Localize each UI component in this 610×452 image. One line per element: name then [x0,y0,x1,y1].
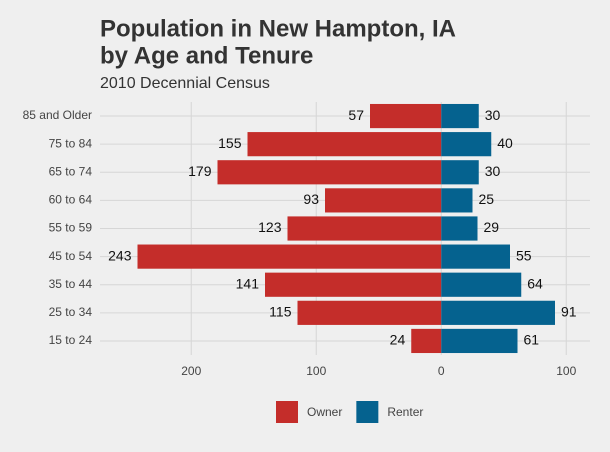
chart-title: by Age and Tenure [100,42,313,69]
legend-swatch [356,401,379,423]
data-label: 243 [108,247,132,263]
bar [247,132,442,157]
bar [297,300,442,325]
x-tick-label: 0 [438,364,445,378]
y-tick-label: 45 to 54 [49,249,93,263]
bar [217,160,442,185]
y-tick-label: 75 to 84 [49,136,93,150]
bar [370,103,442,129]
x-tick-label: 100 [556,364,576,378]
data-label: 61 [524,332,540,348]
data-label: 141 [236,275,260,291]
data-label: 55 [516,247,532,263]
bar [441,244,510,269]
data-label: 29 [484,219,500,235]
legend-label: Renter [387,405,423,419]
bar [441,272,522,297]
bar [441,300,555,325]
y-tick-label: 15 to 24 [49,333,93,347]
bar [325,188,442,213]
bar [441,328,518,354]
data-label: 123 [258,219,282,235]
data-label: 40 [497,135,513,151]
bar [137,244,442,269]
data-label: 179 [188,163,212,179]
y-tick-label: 85 and Older [23,108,92,122]
y-tick-label: 65 to 74 [49,164,93,178]
y-tick-label: 25 to 34 [49,305,93,319]
bar [441,160,479,185]
bar [441,132,492,157]
bar [441,188,473,213]
bar [411,328,442,354]
x-tick-label: 100 [306,364,326,378]
chart-subtitle: 2010 Decennial Census [100,75,270,92]
bar [287,216,442,241]
y-tick-label: 60 to 64 [49,193,93,207]
legend-label: Owner [307,405,342,419]
data-label: 25 [479,191,495,207]
data-label: 57 [348,107,364,123]
data-label: 91 [561,304,577,320]
bar [441,103,479,129]
data-label: 30 [485,107,501,123]
y-tick-label: 35 to 44 [49,277,93,291]
chart-title: Population in New Hampton, IA [100,15,456,42]
bar [441,216,478,241]
data-label: 30 [485,163,501,179]
data-label: 24 [390,332,406,348]
x-tick-label: 200 [181,364,201,378]
data-label: 64 [527,275,543,291]
data-label: 115 [269,304,292,320]
data-label: 93 [303,191,319,207]
bar [265,272,442,297]
y-tick-label: 55 to 59 [49,221,93,235]
data-label: 155 [218,135,242,151]
legend-swatch [276,401,298,423]
